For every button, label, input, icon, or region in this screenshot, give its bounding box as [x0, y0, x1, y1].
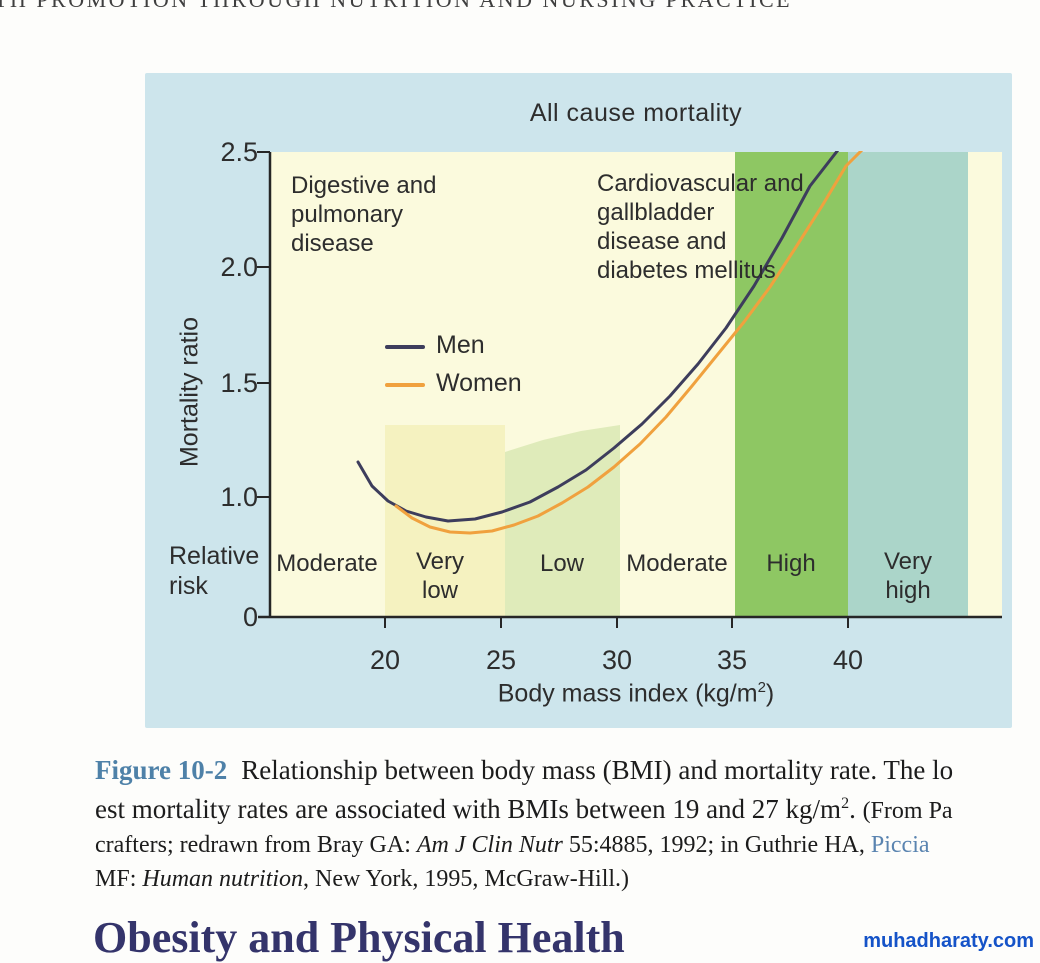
band-low — [505, 425, 620, 617]
caption-line-1: Figure 10-2 Relationship between body mas… — [95, 755, 954, 785]
y-axis-label: Mortality ratio — [175, 316, 204, 468]
x-tick-30: 30 — [601, 645, 633, 675]
x-tick-40: 40 — [832, 645, 864, 675]
zone-label-low: Low — [539, 550, 585, 577]
y-tick-1-5: 1.5 — [220, 368, 258, 398]
section-heading: Obesity and Physical Health — [93, 913, 625, 962]
legend-label-women: Women — [436, 369, 522, 397]
figure-panel: All cause mortality 2.5 2.0 1.5 1.0 0 Mo… — [145, 73, 1012, 728]
zone-label-moderate-2: Moderate — [626, 550, 728, 577]
chart-title: All cause mortality — [529, 99, 743, 127]
relative-risk-label: Relative risk — [169, 542, 260, 600]
figure-number: Figure 10-2 — [95, 755, 228, 785]
watermark: muhadharaty.com — [863, 930, 1034, 952]
women-curve — [394, 151, 864, 535]
zone-label-high: High — [766, 550, 816, 577]
plot-area — [257, 151, 1002, 628]
annotation-cardiovascular: Cardiovascular and gallbladder disease a… — [597, 170, 804, 284]
band-very-high — [848, 152, 968, 617]
y-tick-2-0: 2.0 — [220, 252, 258, 282]
x-axis-label: Body mass index (kg/m2) — [497, 679, 775, 708]
x-tick-20: 20 — [369, 645, 401, 675]
men-curve — [356, 151, 840, 523]
zone-label-very-low: Very low — [415, 548, 465, 604]
zone-label-moderate-1: Moderate — [276, 550, 378, 577]
y-tick-0: 0 — [242, 602, 258, 632]
annotation-digestive: Digestive and pulmonary disease — [291, 172, 437, 257]
caption-line-4: MF: Human nutrition, New York, 1995, McG… — [95, 866, 630, 892]
axis-ticks — [257, 151, 849, 628]
running-header: TH PROMOTION THROUGH NUTRITION AND NURSI… — [0, 0, 792, 13]
y-tick-2-5: 2.5 — [220, 137, 258, 167]
caption-line-3: crafters; redrawn from Bray GA: Am J Cli… — [95, 832, 930, 858]
men-line-swatch — [385, 345, 425, 349]
x-tick-25: 25 — [485, 645, 517, 675]
band-high — [735, 152, 848, 617]
legend-label-men: Men — [436, 331, 485, 359]
zone-label-very-high: Very high — [883, 548, 933, 604]
caption-line-2: est mortality rates are associated with … — [95, 794, 953, 824]
women-line-swatch — [385, 383, 425, 387]
figure-caption: Figure 10-2 Relationship between body mas… — [95, 753, 1040, 896]
axes — [258, 152, 1002, 619]
x-tick-35: 35 — [716, 645, 748, 675]
y-tick-1-0: 1.0 — [220, 482, 258, 512]
